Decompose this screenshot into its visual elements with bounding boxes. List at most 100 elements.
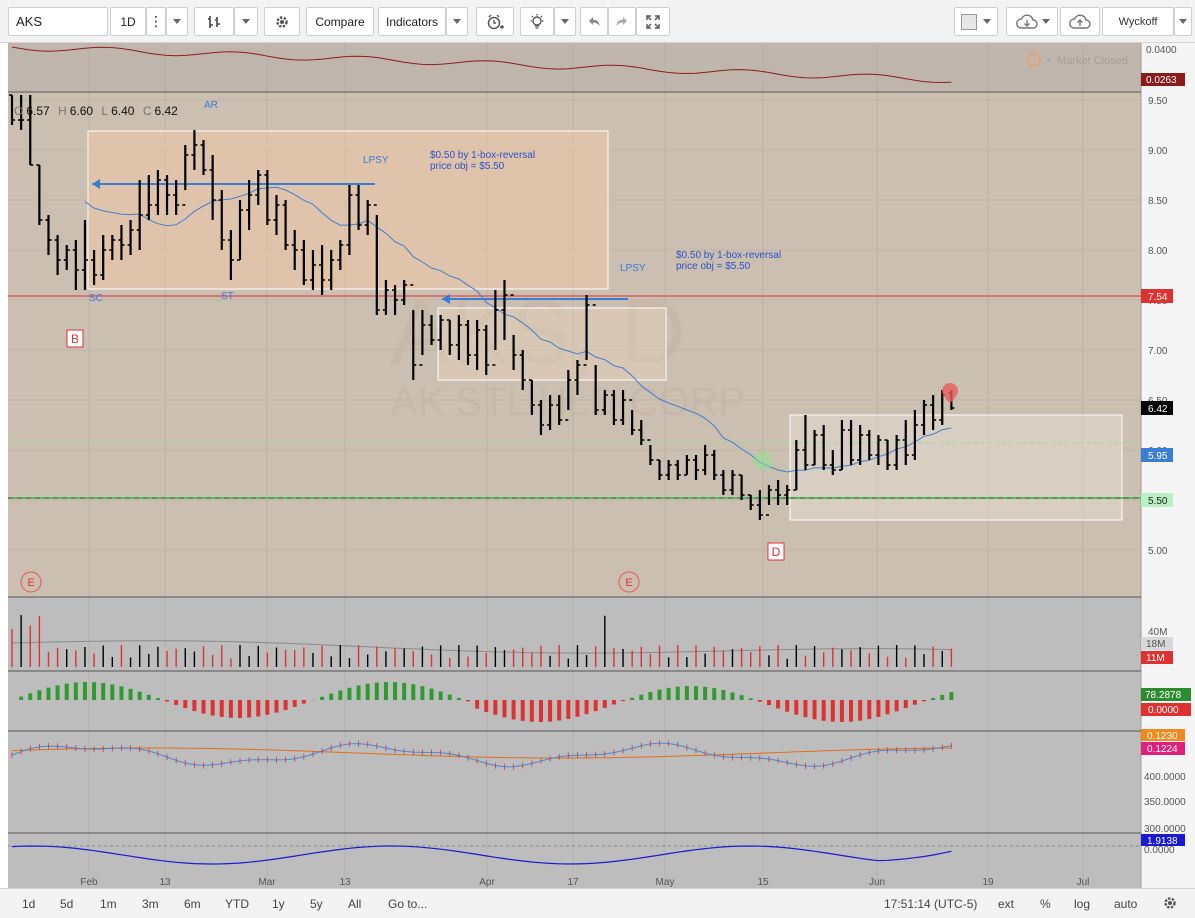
ohlc-bar[interactable] xyxy=(182,145,189,206)
ohlc-bar[interactable] xyxy=(109,235,116,260)
ohlc-bar[interactable] xyxy=(893,435,900,470)
volume-bars[interactable] xyxy=(11,615,953,667)
ohlc-bar[interactable] xyxy=(54,235,61,275)
ohlc-bar[interactable] xyxy=(820,425,827,470)
ohlc-bar[interactable] xyxy=(401,280,408,305)
ohlc-bar[interactable] xyxy=(501,280,508,340)
ohlc-bar[interactable] xyxy=(291,230,298,270)
redo-button[interactable] xyxy=(608,7,636,36)
pane-separators[interactable] xyxy=(8,91,1141,834)
ohlc-bar[interactable] xyxy=(620,390,627,425)
ohlc-bar[interactable] xyxy=(337,240,344,270)
ohlc-bar[interactable] xyxy=(164,175,171,215)
ohlc-bar[interactable] xyxy=(693,455,699,480)
oscillator-main-line[interactable] xyxy=(11,742,952,768)
ohlc-bar[interactable] xyxy=(519,350,526,390)
ohlc-bar[interactable] xyxy=(446,319,453,355)
ohlc-bar[interactable] xyxy=(583,295,590,366)
price-axis[interactable]: 9.509.008.508.007.507.006.506.005.505.00… xyxy=(1141,96,1173,557)
ohlc-bar[interactable] xyxy=(911,410,918,460)
ohlc-bar[interactable] xyxy=(45,215,52,255)
range-1m[interactable]: 1m xyxy=(100,897,117,911)
chart-settings-gear-icon[interactable] xyxy=(1162,895,1178,911)
ohlc-bar[interactable] xyxy=(711,450,718,480)
ohlc-bar[interactable] xyxy=(273,195,280,235)
ohlc-bar[interactable] xyxy=(72,240,79,290)
ohlc-bar[interactable] xyxy=(328,250,335,290)
ohlc-bar[interactable] xyxy=(665,460,672,480)
load-chart-button[interactable] xyxy=(1006,7,1058,36)
ohlc-bar[interactable] xyxy=(36,164,43,225)
ohlc-bar[interactable] xyxy=(154,170,161,215)
moving-average-line[interactable] xyxy=(84,186,952,473)
ohlc-bar[interactable] xyxy=(309,250,316,290)
ohlc-bar[interactable] xyxy=(884,439,891,470)
ohlc-bar[interactable] xyxy=(9,94,15,125)
range-5d[interactable]: 5d xyxy=(60,897,74,911)
symbol-input[interactable]: AKS xyxy=(8,7,108,36)
ohlc-bar[interactable] xyxy=(63,245,70,270)
more-intervals-icon[interactable]: ⋮ xyxy=(146,7,166,36)
ohlc-bar[interactable] xyxy=(775,480,782,505)
ohlc-bar[interactable] xyxy=(729,470,736,495)
fullscreen-button[interactable] xyxy=(636,7,670,36)
ohlc-bar[interactable] xyxy=(784,485,791,505)
indicators-dropdown[interactable] xyxy=(446,7,468,36)
ohlc-bar[interactable] xyxy=(857,425,864,465)
ohlc-bar[interactable] xyxy=(237,200,243,261)
ohlc-bar[interactable] xyxy=(346,185,353,255)
ohlc-bar[interactable] xyxy=(246,180,253,230)
range-3m[interactable]: 3m xyxy=(142,897,159,911)
layout-button[interactable] xyxy=(954,7,998,36)
ohlc-bar[interactable] xyxy=(811,430,818,466)
interval-button[interactable]: 1D xyxy=(110,7,146,36)
bar-style-dropdown[interactable] xyxy=(234,7,258,36)
ohlc-bar[interactable] xyxy=(127,220,134,255)
ohlc-bar[interactable] xyxy=(656,459,663,480)
earnings-marker-2[interactable] xyxy=(618,571,640,593)
ohlc-bar[interactable] xyxy=(255,170,262,205)
ohlc-bar[interactable] xyxy=(848,420,855,465)
ohlc-bar[interactable] xyxy=(483,325,490,375)
range-ytd[interactable]: YTD xyxy=(225,897,249,911)
save-chart-button[interactable] xyxy=(1060,7,1100,36)
ohlc-bar[interactable] xyxy=(492,290,499,366)
ohlc-bar[interactable] xyxy=(574,360,581,395)
extended-hours-toggle[interactable]: ext xyxy=(998,897,1015,911)
indicators-button[interactable]: Indicators xyxy=(378,7,446,36)
ohlc-bar[interactable] xyxy=(756,490,763,520)
oscillator-4-line[interactable] xyxy=(11,845,952,865)
price-level-badge[interactable] xyxy=(1141,493,1173,507)
range-1d[interactable]: 1d xyxy=(22,897,36,911)
ohlc-bar[interactable] xyxy=(601,390,608,415)
ohlc-bar[interactable] xyxy=(364,200,371,235)
ohlc-bar[interactable] xyxy=(136,180,143,250)
ohlc-bar[interactable] xyxy=(355,185,362,230)
ideas-dropdown[interactable] xyxy=(554,7,576,36)
percent-scale-toggle[interactable]: % xyxy=(1040,897,1051,911)
ohlc-bar[interactable] xyxy=(465,320,471,365)
goto-date-button[interactable]: Go to... xyxy=(388,897,428,911)
ohlc-bar[interactable] xyxy=(802,415,809,470)
ohlc-bar[interactable] xyxy=(747,494,754,510)
ohlc-bar[interactable] xyxy=(282,200,289,250)
ohlc-bar[interactable] xyxy=(565,370,572,421)
ideas-button[interactable] xyxy=(520,7,554,36)
buy-signal-marker[interactable] xyxy=(753,451,773,471)
price-bars[interactable] xyxy=(9,94,955,520)
ohlc-bar[interactable] xyxy=(118,225,125,260)
ohlc-bar[interactable] xyxy=(510,294,517,370)
ohlc-bar[interactable] xyxy=(27,95,34,166)
price-level-badge[interactable] xyxy=(1141,401,1173,415)
ohlc-bar[interactable] xyxy=(18,95,25,130)
ohlc-bar[interactable] xyxy=(683,455,690,476)
ohlc-bar[interactable] xyxy=(191,130,198,170)
ohlc-bar[interactable] xyxy=(738,474,745,500)
marker-d[interactable] xyxy=(767,542,785,561)
ohlc-bar[interactable] xyxy=(647,439,654,465)
ohlc-bar[interactable] xyxy=(528,379,535,415)
range-all[interactable]: All xyxy=(348,897,362,911)
ohlc-bar[interactable] xyxy=(428,315,435,345)
compare-button[interactable]: Compare xyxy=(306,7,374,36)
ohlc-bar[interactable] xyxy=(227,230,234,280)
